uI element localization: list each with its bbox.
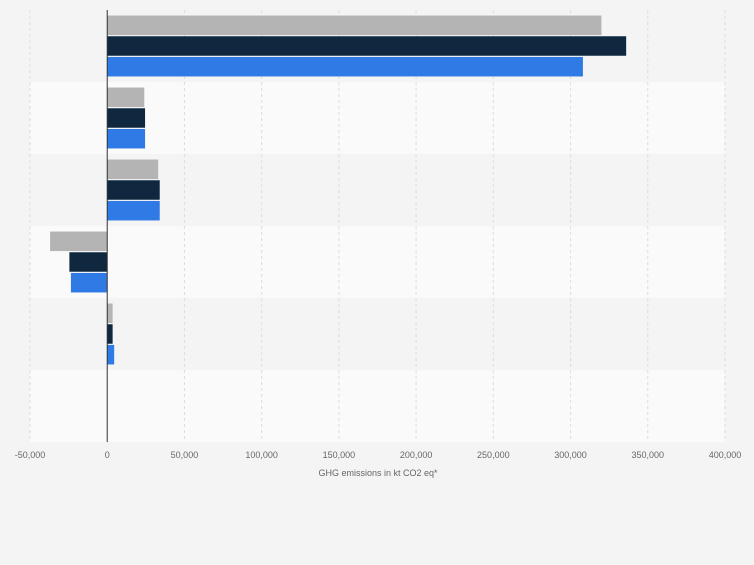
x-axis-label: GHG emissions in kt CO2 eq* (318, 468, 438, 478)
bar (69, 252, 108, 272)
grid-lines (29, 10, 726, 442)
bar (107, 15, 602, 36)
x-tick-label: 50,000 (171, 450, 199, 460)
row-band (30, 226, 725, 298)
x-tick-label: 0 (105, 450, 110, 460)
bar (107, 128, 146, 149)
bar (107, 36, 627, 56)
row-bands (30, 10, 725, 442)
bar (107, 180, 160, 200)
bar (107, 200, 160, 221)
x-tick-label: 250,000 (477, 450, 510, 460)
bar (107, 324, 113, 344)
x-tick-label: -50,000 (15, 450, 46, 460)
row-band (30, 82, 725, 154)
row-band (30, 370, 725, 442)
x-tick-label: 400,000 (709, 450, 742, 460)
x-tick-labels: -50,000 0 50,000 100,000 150,000 200,000 250,0… (15, 450, 742, 460)
bar (107, 159, 159, 180)
x-tick-label: 350,000 (632, 450, 665, 460)
bar (107, 56, 583, 77)
bar (50, 231, 108, 252)
bar (107, 344, 115, 365)
x-tick-label: 100,000 (245, 450, 278, 460)
bar (107, 108, 146, 128)
bar (107, 303, 113, 324)
x-tick-label: 300,000 (554, 450, 587, 460)
x-tick-label: 150,000 (323, 450, 356, 460)
x-tick-label: 200,000 (400, 450, 433, 460)
bars (50, 15, 627, 365)
bar (107, 87, 145, 108)
bar (70, 272, 108, 293)
row-band (30, 298, 725, 370)
